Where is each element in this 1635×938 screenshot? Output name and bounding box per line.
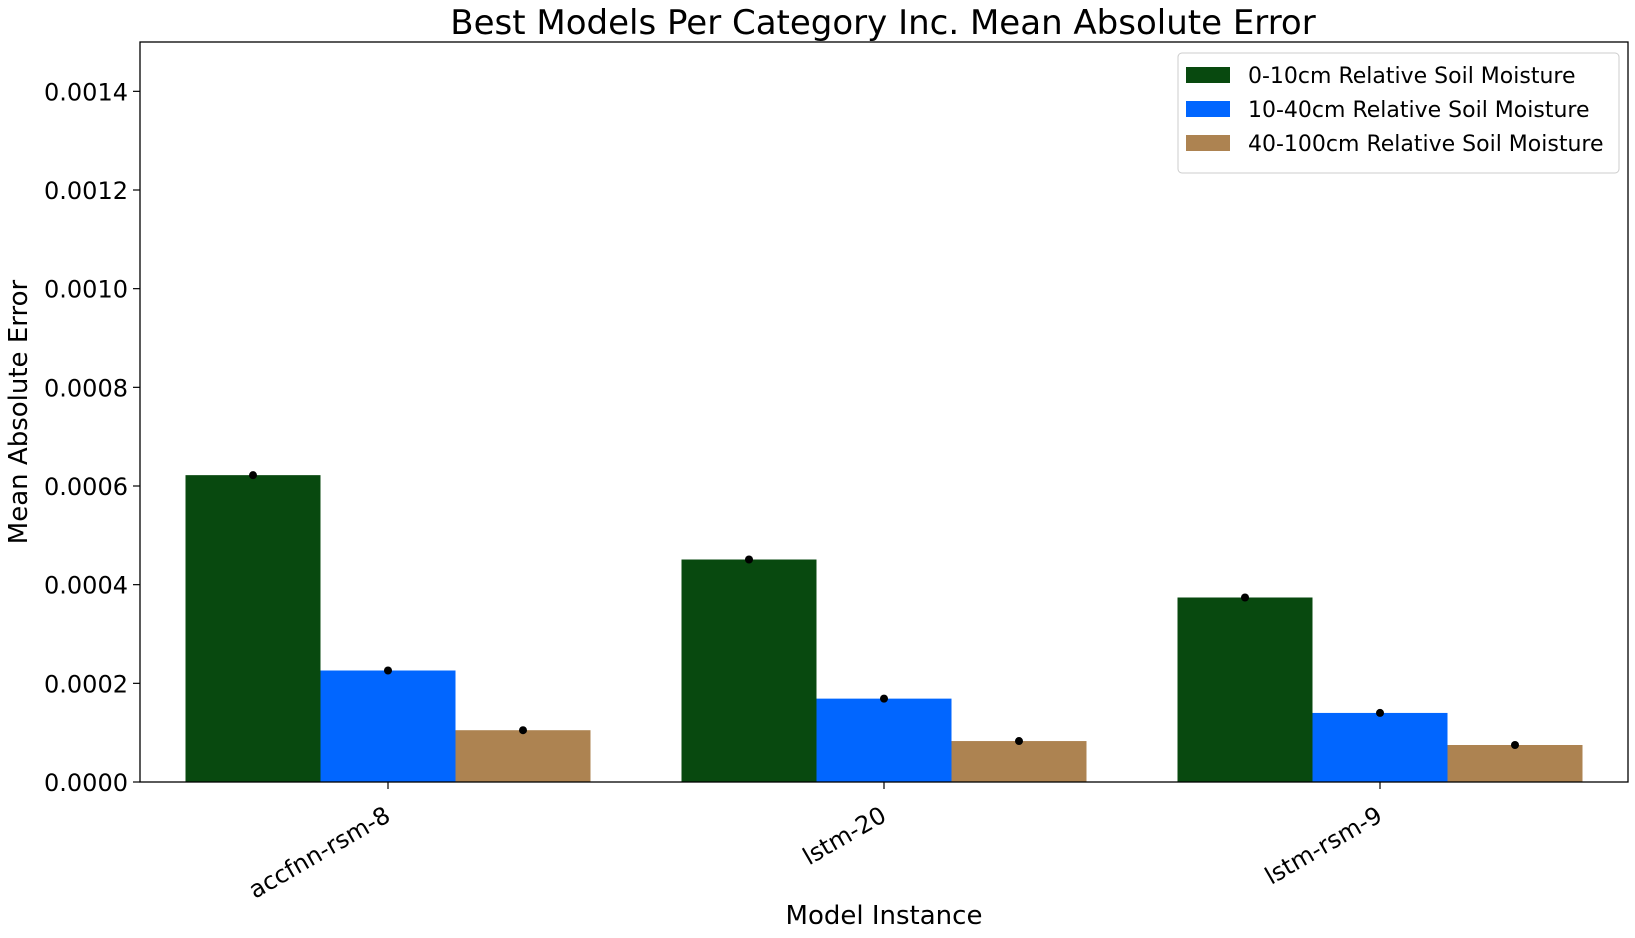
bar	[455, 730, 591, 782]
error-marker	[1511, 741, 1519, 749]
error-marker	[745, 555, 753, 564]
y-axis-title: Mean Absolute Error	[4, 280, 34, 545]
error-marker	[519, 726, 527, 735]
legend-label: 40-100cm Relative Soil Moisture	[1248, 132, 1603, 157]
legend-label: 10-40cm Relative Soil Moisture	[1248, 98, 1589, 123]
legend-swatch	[1186, 101, 1230, 117]
error-marker	[249, 471, 257, 480]
plot-area: 0.0000 0.0002 0.0004 0.0006 0.0008 0.0010 0.00…	[44, 78, 1583, 904]
y-tick-label: 0.0012	[44, 177, 128, 205]
y-tick-label: 0.0010	[44, 276, 128, 304]
legend: 0-10cm Relative Soil Moisture 10-40cm Rel…	[1177, 52, 1620, 174]
bar	[681, 559, 817, 782]
x-tick-label: accfnn-rsm-8	[244, 801, 395, 904]
bar	[185, 475, 321, 782]
legend-box	[1177, 52, 1620, 174]
bar	[951, 741, 1087, 782]
y-tick-label: 0.0000	[44, 769, 128, 797]
chart-title: Best Models Per Category Inc. Mean Absol…	[450, 3, 1315, 43]
bar	[320, 670, 456, 782]
x-tick-label: lstm-20	[798, 801, 891, 871]
legend-swatch	[1186, 135, 1230, 151]
y-tick-label: 0.0002	[44, 670, 128, 698]
y-tick-label: 0.0014	[44, 78, 128, 106]
error-marker	[1376, 708, 1384, 717]
bar	[816, 698, 952, 782]
legend-swatch	[1186, 67, 1230, 83]
y-tick-label: 0.0008	[44, 374, 128, 402]
legend-label: 0-10cm Relative Soil Moisture	[1248, 64, 1576, 89]
x-tick-label: lstm-rsm-9	[1260, 801, 1387, 890]
bar	[1312, 712, 1448, 782]
plot-frame	[139, 41, 1629, 783]
x-axis-title: Model Instance	[786, 901, 983, 931]
error-marker	[1241, 593, 1249, 602]
error-marker	[1015, 737, 1023, 746]
error-marker	[384, 666, 392, 675]
error-marker	[880, 694, 888, 703]
y-tick-label: 0.0006	[44, 473, 128, 501]
y-tick-label: 0.0004	[44, 572, 128, 600]
bar	[1447, 745, 1583, 782]
bar	[1177, 597, 1313, 782]
